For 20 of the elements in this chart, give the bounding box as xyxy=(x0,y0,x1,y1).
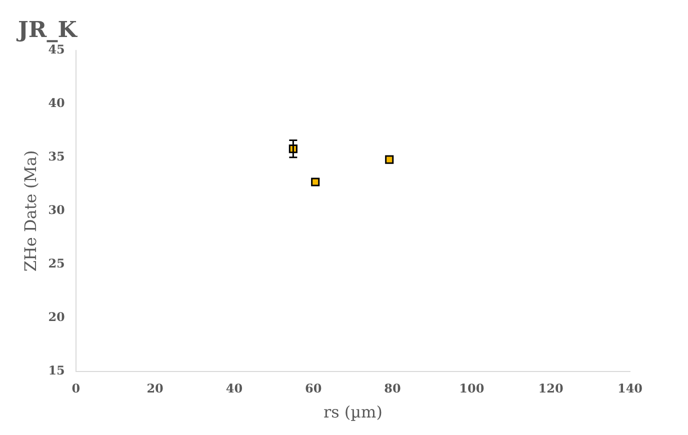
y-tick-label: 45 xyxy=(48,42,65,57)
y-tick-label: 15 xyxy=(48,364,65,378)
x-tick-label: 0 xyxy=(72,382,80,396)
y-tick-label: 35 xyxy=(48,150,65,164)
x-axis-title: rs (µm) xyxy=(323,402,382,422)
y-tick-label: 25 xyxy=(48,256,65,271)
y-tick-label: 40 xyxy=(48,96,65,110)
y-tick-label: 30 xyxy=(48,203,65,218)
x-tick-label: 60 xyxy=(305,382,322,396)
point xyxy=(311,178,320,186)
chart-title: JR_K xyxy=(16,16,78,43)
x-tick-label: 20 xyxy=(146,382,164,396)
point xyxy=(385,155,394,164)
x-tick-label: 40 xyxy=(226,382,243,396)
x-tick-label: 80 xyxy=(384,382,401,396)
x-tick-label: 100 xyxy=(459,382,484,396)
x-tick-label: 120 xyxy=(538,382,564,396)
y-axis-title: ZHe Date (Ma) xyxy=(20,150,40,272)
x-tick-label: 140 xyxy=(617,382,643,396)
y-tick-label: 20 xyxy=(48,310,65,324)
